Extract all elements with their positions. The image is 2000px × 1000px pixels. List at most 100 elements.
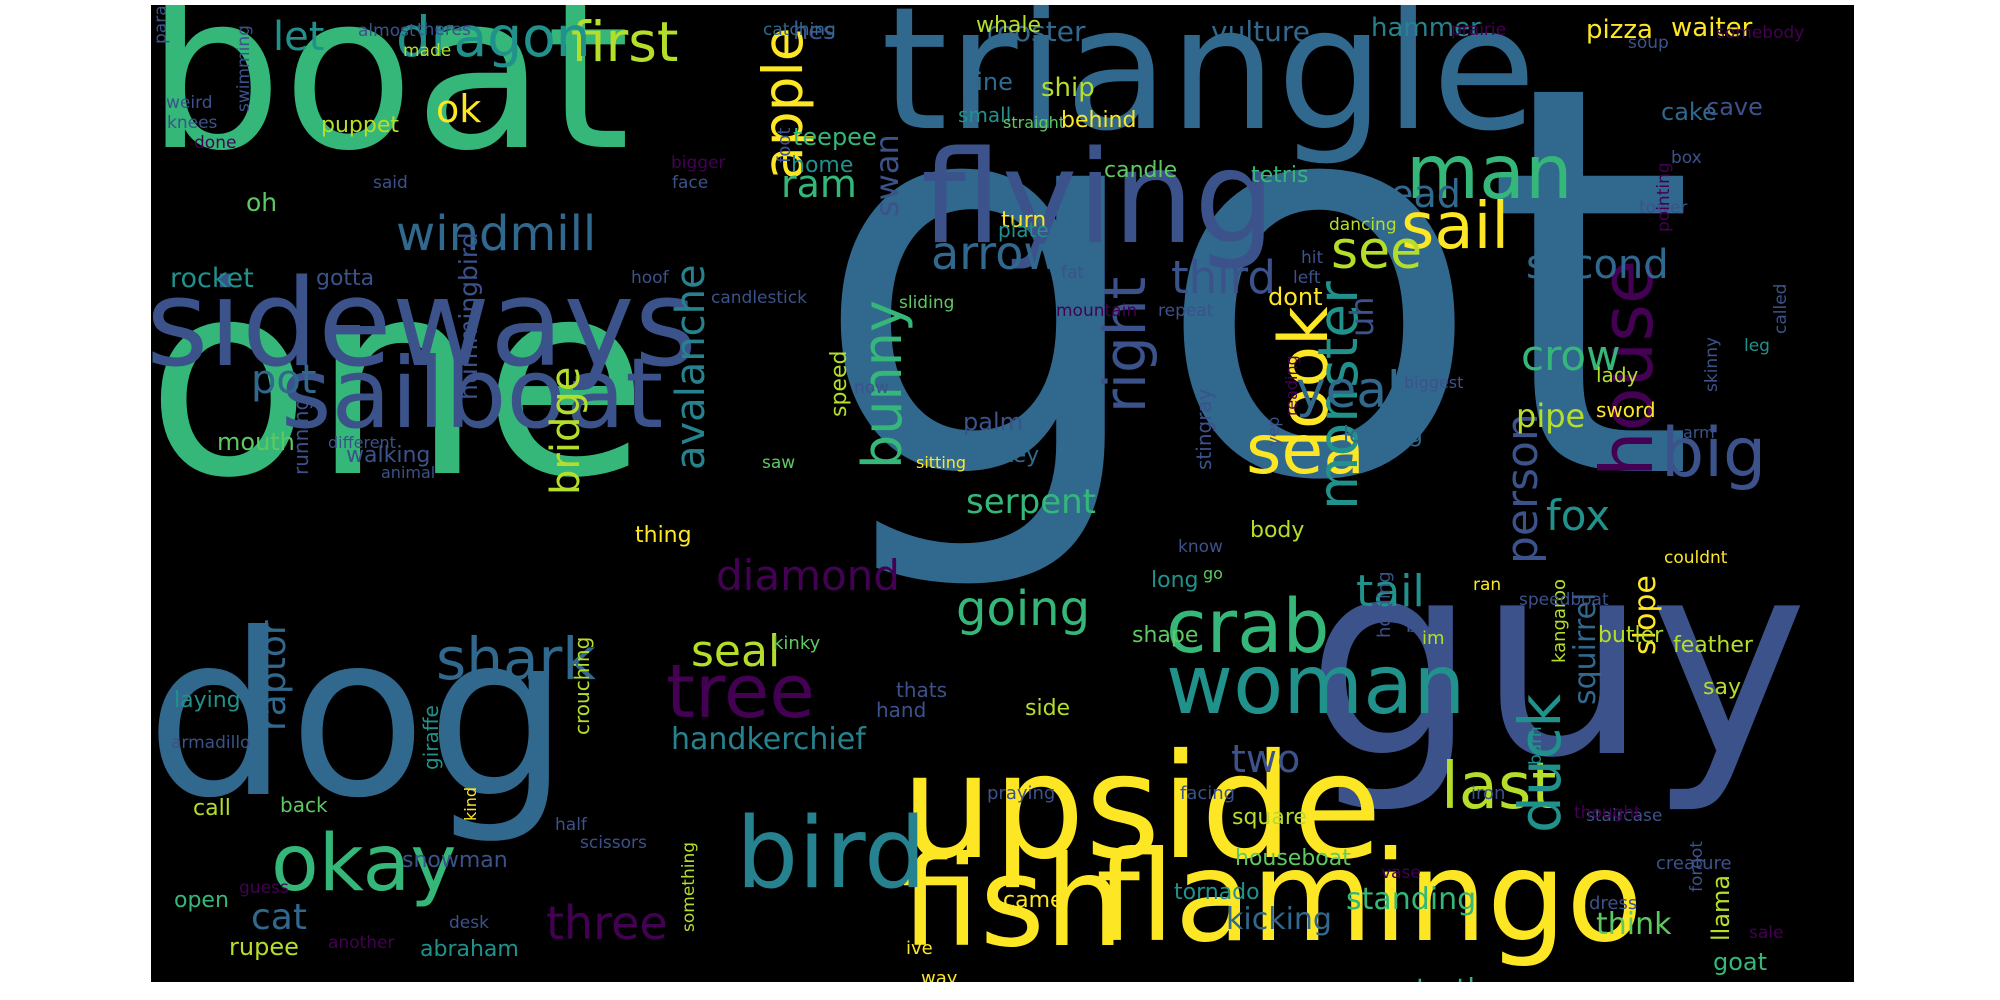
word-speedboat: speedboat [1519,590,1609,610]
word-rooster: rooster [986,15,1086,48]
word-pine: pine [961,68,1013,96]
word-flamingo: flamingo [1096,825,1643,970]
word-lincoln: lincoln [1576,188,1648,213]
word-tail: tail [1356,566,1425,617]
word-handkerchief: handkerchief [671,722,866,757]
word-going: going [956,581,1091,637]
word-kind: kind [461,786,480,821]
word-head: head [1366,172,1461,216]
word-avalanche: avalanche [668,264,714,470]
word-facing: facing [1180,783,1236,804]
word-sliding: sliding [899,293,955,313]
word-bee: bee [1406,617,1438,637]
word-cloud: got one boat triangle guy dog sideways upside fi… [151,5,1854,982]
word-three: three [546,896,668,950]
word-sword: sword [1596,398,1656,422]
word-sea: sea [1246,411,1365,490]
word-crow: crow [1521,331,1621,380]
word-goat: goat [1713,948,1768,976]
word-bigger: bigger [671,153,726,173]
word-rupee: rupee [229,933,299,961]
word-dancing: dancing [1329,215,1397,235]
word-made: made [403,41,452,61]
word-forgot: forgot [1687,841,1707,892]
word-flying: flying [921,124,1276,273]
word-candle: candle [1104,158,1178,183]
word-somebody: somebody [1716,23,1805,43]
word-sitting: sitting [916,453,967,472]
word-waiter: waiter [1671,13,1753,43]
word-sale: sale [1749,923,1784,943]
word-know: know [1178,537,1223,557]
word-dress: dress [1589,893,1638,914]
word-person: person [1497,413,1548,564]
word-catching: catching [763,20,836,40]
word-pot: pot [251,357,317,403]
word-foot: foot [774,127,795,163]
word-boat: boat [151,5,631,198]
word-tornado: tornado [1174,880,1260,905]
word-different: different [328,433,396,452]
word-shark: shark [436,625,596,693]
word-bird: bird [736,797,927,911]
word-barn: barn [1526,726,1546,765]
word-crouching: crouching [570,636,594,735]
word-mountain: mountain [1056,301,1138,321]
word-open: open [174,888,229,913]
word-cake: cake [1661,98,1717,126]
word-walking: walking [346,443,431,468]
word-cat: cat [251,897,307,938]
word-prairie: prairie [1451,20,1507,40]
word-looking: looking [1343,423,1423,448]
word-last: last [1441,750,1557,824]
word-couldnt: couldnt [1664,548,1728,568]
word-thats: thats [896,678,948,702]
word-holding: holding [1374,571,1395,638]
word-soup: soup [1628,33,1669,53]
word-ran: ran [1473,575,1502,595]
word-repeat: repeat [1158,301,1214,321]
word-let: let [273,14,325,60]
word-turkey: turkey [969,443,1040,468]
word-left: left [1293,268,1321,288]
word-fox: fox [1546,491,1611,540]
word-man: man [1406,128,1573,216]
word-said: said [373,173,408,193]
word-plate: plate [998,218,1049,242]
word-something: something [679,841,699,932]
word-skinny: skinny [1702,336,1722,392]
word-arrow: arrow [931,226,1061,280]
word-crab: crab [1166,584,1330,670]
word-saw: saw [762,453,796,473]
word-serpent: serpent [966,482,1096,522]
word-think: think [1596,907,1672,942]
word-first: first [571,10,679,74]
word-reading: reading [1282,355,1301,416]
word-scissors: scissors [580,833,647,853]
word-fish: fish [901,830,1125,975]
word-abraham: abraham [420,937,519,962]
word-guy: guy [1306,502,1809,817]
word-two: two [1231,737,1301,781]
word-staircase: staircase [1586,806,1663,826]
word-speed: speed [827,350,852,417]
word-yeah: yeah [1296,361,1419,419]
word-kinky: kinky [773,633,821,654]
word-running: running [289,397,313,475]
word-standing: standing [1346,882,1477,917]
word-tetris: tetris [1251,163,1309,188]
word-bridge: bridge [543,366,589,495]
word-second: second [1526,242,1669,288]
word-theres: theres [417,20,471,40]
word-im: im [1422,628,1445,649]
word-armadillo: armadillo [171,733,251,753]
word-turtle: turtle [1416,975,1492,983]
word-arm: arm [1683,423,1715,442]
word-tree: tree [666,649,815,735]
word-butler: butler [1598,623,1664,648]
word-woman: woman [1166,638,1466,733]
word-llama: llama [1707,874,1735,941]
word-hoof: hoof [631,268,669,288]
word-animal: animal [381,463,436,482]
word-houseboat: houseboat [1235,846,1351,871]
